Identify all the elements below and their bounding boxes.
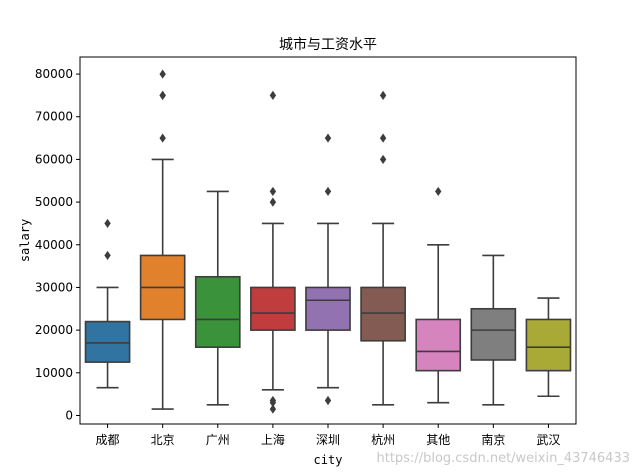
- box-8: [525, 297, 572, 398]
- outlier-marker: [379, 90, 387, 101]
- x-tick-label: 深圳: [316, 433, 340, 447]
- outlier-marker: [269, 90, 277, 101]
- plot-area: [84, 69, 572, 414]
- x-tick-label: 成都: [96, 433, 120, 447]
- outlier-marker: [379, 154, 387, 165]
- outlier-marker: [269, 404, 277, 414]
- iqr-box: [84, 320, 131, 363]
- iqr-box: [470, 307, 517, 361]
- outlier-marker: [435, 186, 442, 197]
- outlier-marker: [324, 133, 332, 143]
- outlier-marker: [159, 133, 166, 143]
- box-5: [360, 90, 406, 406]
- x-axis-title: city: [314, 453, 343, 467]
- box-0: [84, 218, 131, 389]
- outlier-marker: [159, 69, 166, 79]
- box-3: [250, 90, 296, 414]
- box-2: [194, 190, 241, 406]
- outlier-marker: [324, 186, 332, 197]
- y-tick-label: 10000: [35, 366, 73, 380]
- y-tick-label: 20000: [35, 323, 73, 337]
- iqr-box: [415, 318, 462, 372]
- y-tick-label: 60000: [35, 152, 73, 166]
- x-tick-label: 上海: [261, 432, 285, 447]
- outlier-marker: [104, 218, 111, 229]
- x-tick-label: 广州: [206, 433, 230, 447]
- x-axis: 成都 北京 广州 上海 深圳 杭州 其他 南京 武汉: [96, 424, 560, 447]
- chart-title: 城市与工资水平: [279, 36, 377, 53]
- y-tick-label: 0: [65, 408, 73, 422]
- outlier-marker: [269, 395, 277, 406]
- outlier-marker: [104, 250, 111, 261]
- iqr-box: [360, 286, 406, 342]
- watermark: https://blog.csdn.net/weixin_43746433: [376, 451, 630, 466]
- box-7: [470, 254, 517, 406]
- x-tick-label: 武汉: [536, 433, 560, 447]
- x-tick-label: 其他: [426, 433, 450, 447]
- box-6: [415, 186, 462, 404]
- y-axis-title: salary: [18, 219, 32, 262]
- y-tick-label: 30000: [35, 280, 73, 294]
- y-tick-label: 70000: [35, 110, 73, 124]
- outlier-marker: [159, 90, 166, 101]
- iqr-box: [525, 318, 572, 372]
- iqr-box: [250, 286, 296, 331]
- outlier-marker: [379, 133, 387, 143]
- y-axis: 0 10000 20000 30000 40000 50000 60000 70000 8000…: [35, 67, 80, 422]
- x-tick-label: 北京: [151, 433, 175, 447]
- iqr-box: [305, 286, 351, 331]
- y-tick-label: 40000: [35, 238, 73, 252]
- y-tick-label: 80000: [35, 67, 73, 81]
- x-tick-label: 杭州: [371, 432, 395, 447]
- outlier-marker: [324, 395, 332, 406]
- outlier-marker: [269, 186, 277, 197]
- y-tick-label: 50000: [35, 195, 73, 209]
- box-4: [305, 133, 351, 406]
- iqr-box: [194, 275, 241, 348]
- x-tick-label: 南京: [481, 432, 505, 447]
- box-1: [139, 69, 186, 410]
- outlier-marker: [269, 197, 277, 207]
